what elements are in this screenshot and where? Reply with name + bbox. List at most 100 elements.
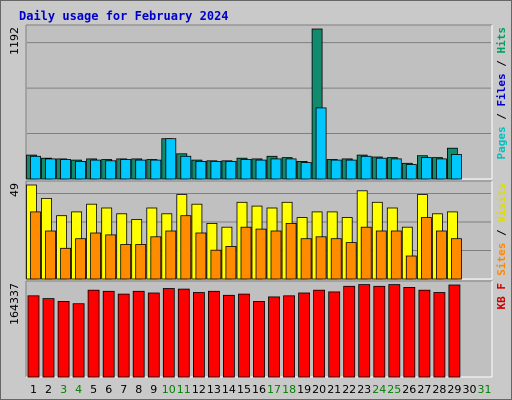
bar-pages-day-9 [150, 159, 162, 180]
bar-pages-day-24 [375, 157, 387, 180]
bar-sites-day-3 [60, 247, 71, 280]
bar-kb-f-day-24 [373, 285, 386, 378]
day-label-29: 29 [447, 383, 461, 396]
bar-sites-day-18 [285, 222, 297, 280]
day-label-14: 14 [222, 383, 236, 396]
bar-kb-f-day-12 [192, 292, 205, 378]
bar-kb-f-day-23 [358, 284, 371, 378]
bar-pages-day-10 [165, 138, 177, 180]
y-max-label-visits: 49 [8, 183, 21, 197]
bar-pages-day-22 [345, 159, 357, 180]
bar-pages-day-28 [435, 158, 447, 180]
day-label-13: 13 [207, 383, 221, 396]
day-label-9: 9 [150, 383, 157, 396]
day-label-31: 31 [478, 383, 492, 396]
bar-sites-day-12 [195, 232, 207, 280]
chart-title: Daily usage for February 2024 [19, 9, 229, 23]
day-label-2: 2 [45, 383, 52, 396]
bar-pages-day-18 [285, 158, 297, 180]
bar-kb-f-day-10 [162, 288, 175, 378]
bar-sites-day-10 [165, 230, 177, 280]
bar-sites-day-1 [30, 211, 41, 280]
bar-kb-f-day-19 [298, 292, 311, 378]
bar-sites-day-23 [360, 226, 372, 280]
bar-pages-day-25 [390, 158, 402, 180]
bar-sites-day-4 [75, 238, 86, 280]
bar-kb-f-day-14 [222, 294, 235, 378]
bar-kb-f-day-15 [238, 293, 250, 378]
y-max-label-kbytes: 164337 [8, 283, 21, 325]
bar-sites-day-17 [270, 230, 282, 280]
day-label-28: 28 [432, 383, 446, 396]
bar-sites-day-21 [330, 238, 342, 280]
legend-separator: / [495, 223, 508, 243]
bar-sites-day-6 [105, 234, 117, 280]
bar-pages-day-27 [420, 157, 432, 180]
bar-sites-day-26 [405, 255, 417, 280]
bar-kb-f-day-6 [102, 290, 115, 378]
day-label-16: 16 [252, 383, 266, 396]
legend-pages-files-hits: Pages / Files / Hits [495, 27, 508, 160]
day-label-15: 15 [237, 383, 251, 396]
bar-sites-day-24 [375, 230, 387, 280]
visits-sites-panel [25, 180, 493, 280]
legend-visits-sites: Sites / Visits [495, 183, 508, 276]
bar-sites-day-16 [255, 228, 267, 280]
bar-pages-day-2 [45, 158, 56, 180]
bar-pages-day-8 [135, 159, 147, 180]
bar-sites-day-20 [315, 236, 327, 280]
bar-pages-day-15 [240, 159, 252, 180]
bar-sites-day-7 [120, 244, 132, 280]
day-label-25: 25 [387, 383, 401, 396]
bar-kb-f-day-21 [328, 291, 341, 378]
bar-kb-f-day-1 [27, 295, 40, 378]
bar-pages-day-12 [195, 160, 207, 180]
bar-sites-day-5 [90, 232, 101, 280]
bar-kb-f-day-11 [177, 288, 190, 378]
bar-kb-f-day-9 [147, 292, 160, 378]
kbytes-panel [25, 280, 493, 378]
bar-kb-f-day-2 [42, 298, 55, 378]
bar-sites-day-15 [240, 226, 252, 280]
day-label-8: 8 [135, 383, 142, 396]
bar-pages-day-16 [255, 159, 267, 180]
bar-kb-f-day-4 [72, 303, 85, 378]
bar-kb-f-day-7 [117, 293, 130, 378]
bar-sites-day-19 [300, 238, 312, 280]
bar-pages-day-7 [120, 159, 132, 180]
bar-sites-day-29 [450, 238, 462, 280]
bar-pages-day-23 [360, 155, 372, 180]
day-label-1: 1 [30, 383, 37, 396]
day-label-7: 7 [120, 383, 127, 396]
bar-kb-f-day-29 [448, 284, 461, 378]
day-label-23: 23 [357, 383, 371, 396]
bar-kb-f-day-5 [87, 289, 100, 378]
bar-kb-f-day-20 [313, 289, 326, 378]
legend-files: Files [495, 73, 508, 106]
x-axis-day-labels: 1 2 3 4 5 6 7 8 9 10 11 12 13 14 15 16 17 18 19 20 21 22 23 24 2… [30, 383, 492, 396]
day-label-17: 17 [267, 383, 281, 396]
bar-kb-f-day-16 [253, 300, 265, 378]
y-max-label-hits: 1192 [8, 27, 21, 55]
bar-kb-f-day-28 [433, 292, 446, 378]
bar-pages-day-21 [330, 159, 342, 180]
bar-kb-f-day-8 [132, 290, 145, 378]
bar-sites-day-9 [150, 236, 162, 280]
legend-sites: Sites [495, 243, 508, 276]
day-label-11: 11 [177, 383, 191, 396]
bar-kb-f-day-25 [388, 284, 401, 378]
panel-background [26, 25, 492, 179]
bar-sites-day-28 [435, 230, 447, 280]
day-label-10: 10 [162, 383, 176, 396]
legend-hits: Hits [495, 27, 508, 54]
bar-pages-day-3 [60, 159, 71, 180]
legend-kbytes: KB F [495, 283, 508, 310]
bar-kb-f-day-26 [403, 286, 416, 378]
bar-sites-day-14 [225, 245, 237, 280]
bar-kb-f-day-3 [57, 300, 70, 378]
bar-pages-day-20 [315, 107, 327, 180]
bar-pages-day-26 [405, 164, 417, 180]
bar-pages-day-1 [30, 155, 41, 180]
bar-kb-f-day-18 [283, 295, 296, 378]
